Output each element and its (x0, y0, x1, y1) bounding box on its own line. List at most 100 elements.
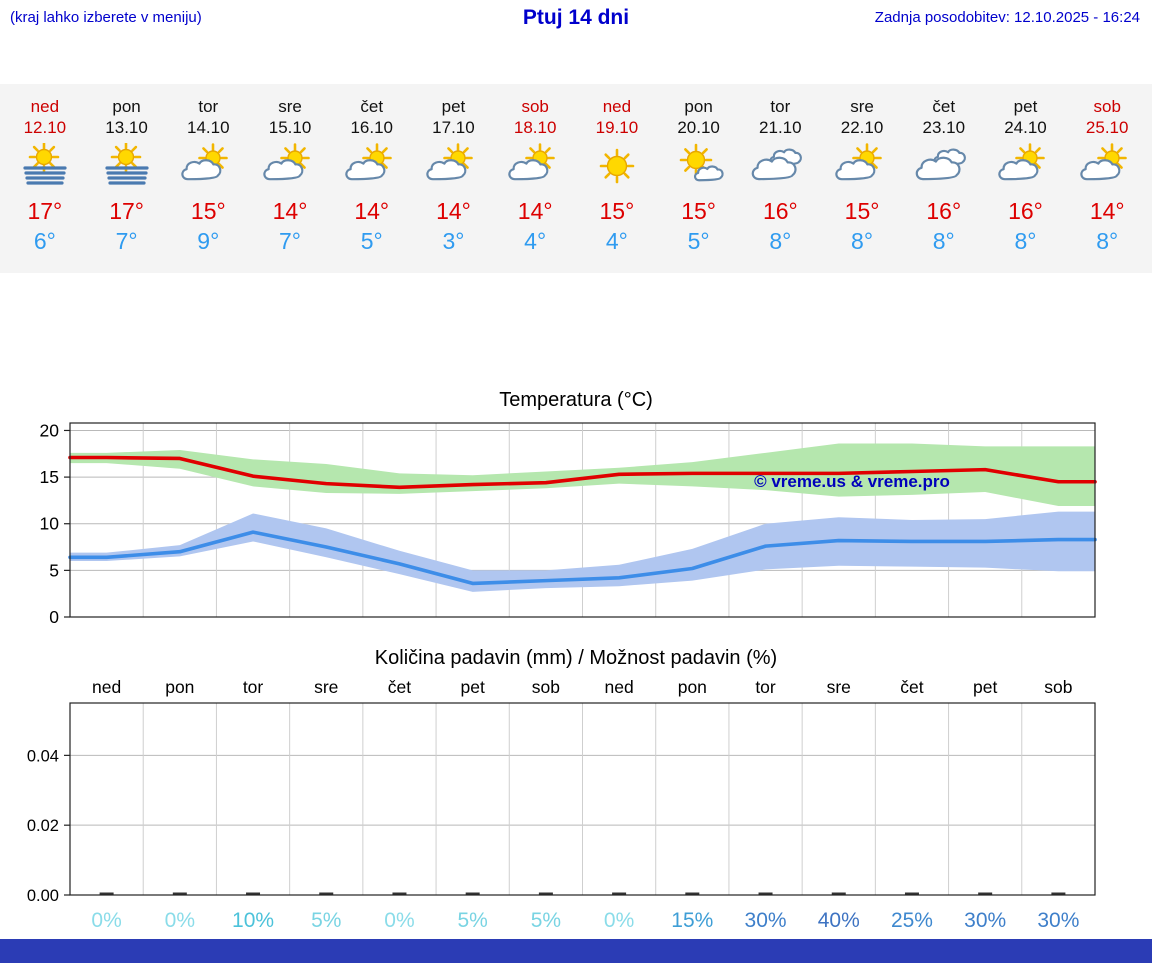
svg-text:0.02: 0.02 (27, 817, 59, 835)
temp-low: 5° (360, 228, 383, 254)
svg-text:0.00: 0.00 (27, 887, 59, 905)
temp-low: 5° (687, 228, 710, 254)
temp-low: 4° (605, 228, 628, 254)
svg-text:30%: 30% (964, 909, 1006, 932)
last-update-text: Zadnja posodobitev: 12.10.2025 - 16:24 (874, 9, 1140, 26)
day-name: sob (521, 97, 549, 116)
temperature-chart-title: Temperatura (°C) (499, 389, 653, 411)
precipitation-chart-title: Količina padavin (mm) / Možnost padavin … (374, 647, 778, 669)
forecast-day-13.10: pon 13.10 17° 7° (86, 96, 168, 255)
svg-text:5%: 5% (457, 909, 487, 932)
svg-text:0: 0 (49, 607, 59, 627)
day-date: 18.10 (513, 118, 557, 137)
svg-text:čet: čet (388, 677, 411, 697)
cloudy-icon (749, 143, 811, 189)
page-title: Ptuj 14 dni (522, 6, 630, 29)
svg-text:0%: 0% (91, 909, 121, 932)
day-date: 15.10 (268, 118, 312, 137)
day-name: sre (850, 97, 874, 116)
svg-text:5%: 5% (531, 909, 561, 932)
day-date: 16.10 (350, 118, 393, 137)
svg-text:0%: 0% (165, 909, 195, 932)
svg-text:pet: pet (973, 677, 997, 697)
svg-text:pon: pon (678, 677, 707, 697)
svg-text:15: 15 (40, 467, 59, 487)
temp-high: 16° (926, 198, 962, 224)
forecast-day-23.10: čet 23.10 16° 8° (903, 96, 985, 255)
svg-text:15%: 15% (671, 909, 713, 932)
forecast-day-16.10: čet 16.10 14° 5° (331, 96, 413, 255)
day-date: 24.10 (1004, 118, 1047, 137)
temp-low: 6° (33, 228, 56, 254)
temp-low: 3° (442, 228, 465, 254)
temp-high: 17° (109, 198, 144, 224)
temp-high: 14° (1089, 198, 1125, 224)
temp-high: 15° (681, 198, 716, 224)
temperature-chart: 0 5 10 15 20 © vreme.us & vreme.pro (40, 420, 1097, 627)
day-name: pon (684, 97, 713, 116)
day-name: sre (278, 97, 302, 116)
svg-text:30%: 30% (745, 909, 787, 932)
partly-cloudy-icon (504, 143, 566, 189)
temp-high: 14° (354, 198, 390, 224)
day-name: ned (30, 97, 60, 116)
svg-text:pon: pon (165, 677, 194, 697)
svg-text:0%: 0% (384, 909, 414, 932)
day-date: 12.10 (23, 118, 67, 137)
temp-low: 8° (1014, 228, 1037, 254)
svg-text:© vreme.us & vreme.pro: © vreme.us & vreme.pro (754, 472, 950, 491)
temp-high: 16° (762, 198, 798, 224)
forecast-day-18.10: sob 18.10 14° 4° (494, 96, 576, 255)
svg-text:30%: 30% (1037, 909, 1079, 932)
day-name: čet (360, 97, 384, 116)
forecast-day-24.10: pet 24.10 16° 8° (985, 96, 1067, 255)
forecast-day-21.10: tor 21.10 16° 8° (739, 96, 821, 255)
day-name: pet (1013, 97, 1038, 116)
svg-text:0.04: 0.04 (27, 747, 59, 765)
sunny-icon (586, 143, 648, 189)
day-date: 22.10 (840, 118, 884, 137)
day-date: 23.10 (922, 118, 966, 137)
svg-text:0%: 0% (604, 909, 634, 932)
temp-high: 16° (1008, 198, 1043, 224)
forecast-strip: ned 12.10 17° 6° pon 13.10 17° 7° tor 14.10 15° 9° s… (0, 84, 1152, 273)
partly-cloudy-icon (177, 143, 239, 189)
sun-fog-icon (96, 141, 158, 189)
day-date: 20.10 (677, 118, 720, 137)
svg-text:ned: ned (92, 677, 121, 697)
forecast-day-19.10: ned 19.10 15° 4° (576, 96, 658, 255)
sun-fog-icon (14, 141, 76, 189)
temp-low: 8° (932, 228, 955, 254)
temp-high: 15° (844, 198, 880, 224)
forecast-day-22.10: sre 22.10 15° 8° (821, 96, 903, 255)
forecast-day-17.10: pet 17.10 14° 3° (413, 96, 495, 255)
svg-text:sob: sob (1044, 677, 1072, 697)
svg-text:25%: 25% (891, 909, 933, 932)
temp-high: 17° (27, 198, 63, 224)
svg-text:40%: 40% (818, 909, 860, 932)
svg-text:tor: tor (755, 677, 776, 697)
forecast-day-25.10: sob 25.10 14° 8° (1066, 96, 1148, 255)
temp-low: 7° (115, 228, 138, 254)
svg-text:sre: sre (314, 677, 338, 697)
topbar: (kraj lahko izberete v meniju) Ptuj 14 d… (0, 0, 1152, 34)
day-date: 19.10 (595, 118, 639, 137)
cloudy-icon (913, 143, 975, 189)
temp-high: 15° (190, 198, 226, 224)
temp-low: 7° (279, 228, 302, 254)
svg-text:sob: sob (532, 677, 560, 697)
temp-low: 9° (197, 228, 220, 254)
temp-high: 14° (272, 198, 308, 224)
partly-cloudy-icon (994, 143, 1056, 189)
temp-low: 8° (1096, 228, 1119, 254)
day-name: tor (198, 97, 219, 116)
mostly-sunny-icon (668, 143, 730, 189)
svg-text:sre: sre (827, 677, 851, 697)
forecast-day-12.10: ned 12.10 17° 6° (4, 96, 86, 255)
forecast-day-20.10: pon 20.10 15° 5° (658, 96, 740, 255)
partly-cloudy-icon (1076, 143, 1138, 189)
day-name: čet (932, 97, 956, 116)
day-date: 14.10 (187, 118, 230, 137)
day-name: pon (112, 97, 141, 116)
